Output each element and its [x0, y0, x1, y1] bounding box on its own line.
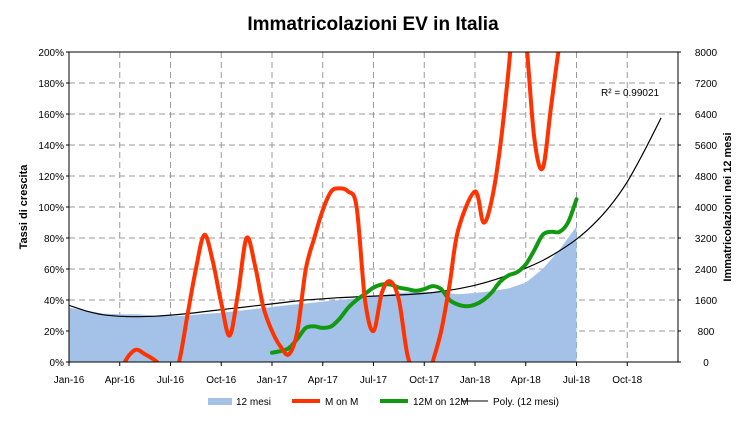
line-series-12m-on-12m	[270, 197, 579, 355]
x-tick-label: Oct-17	[409, 375, 439, 386]
legend: 12 mesi M on M 12M on 12M Poly. (12 mesi…	[208, 397, 559, 408]
left-tick-label: 20%	[44, 327, 64, 338]
right-tick-label: 1600	[695, 296, 718, 307]
chart-title: Immatricolazioni EV in Italia	[247, 14, 499, 35]
area-12-mesi	[69, 226, 577, 362]
x-tick-label: Jan-16	[54, 375, 85, 386]
x-tick-label: Oct-18	[612, 375, 642, 386]
x-tick-label: Oct-16	[206, 375, 236, 386]
right-axis-title: Immatricolazioni nei 12 mesi	[722, 132, 734, 281]
x-tick-label: Apr-18	[511, 375, 541, 386]
x-tick-label: Jul-16	[157, 375, 185, 386]
left-tick-label: 180%	[38, 79, 64, 90]
legend-label-poly: Poly. (12 mesi)	[493, 397, 559, 408]
right-tick-label: 3200	[695, 234, 718, 245]
legend-label-m-on-m: M on M	[325, 397, 358, 408]
right-tick-label: 800	[698, 327, 715, 338]
x-tick-label: Jan-18	[460, 375, 491, 386]
left-tick-label: 40%	[44, 296, 64, 307]
right-tick-label: 6400	[695, 110, 718, 121]
x-tick-label: Jul-18	[563, 375, 591, 386]
left-tick-label: 80%	[44, 234, 64, 245]
right-tick-label: 4000	[695, 203, 718, 214]
x-tick-label: Jan-17	[257, 375, 288, 386]
right-tick-label: 2400	[695, 265, 718, 276]
line-m-on-m	[122, 52, 561, 362]
x-tick-label: Apr-17	[308, 375, 338, 386]
right-tick-label: 5600	[695, 141, 718, 152]
right-tick-label: 8000	[695, 48, 718, 59]
right-tick-label: 4800	[695, 172, 718, 183]
left-tick-label: 100%	[38, 203, 64, 214]
r-squared-annotation: R² = 0.99021	[601, 88, 660, 99]
left-axis-title: Tassi di crescita	[18, 164, 30, 250]
x-tick-label: Apr-16	[105, 375, 135, 386]
left-tick-label: 120%	[38, 172, 64, 183]
left-tick-label: 140%	[38, 141, 64, 152]
left-axis-ticks: 0% 20% 40% 60% 80% 100% 120% 140% 160% 180% 200%	[38, 48, 69, 369]
x-axis-ticks: Jan-16 Apr-16 Jul-16 Oct-16 Jan-17 Apr-17 Jul-…	[54, 362, 643, 386]
legend-swatch-12-mesi	[208, 398, 232, 405]
left-tick-label: 0%	[50, 358, 65, 369]
left-tick-label: 160%	[38, 110, 64, 121]
legend-label-12m-on-12m: 12M on 12M	[413, 397, 469, 408]
line-series-m-on-m	[122, 52, 561, 362]
right-tick-label: 0	[703, 358, 709, 369]
x-tick-label: Jul-17	[360, 375, 388, 386]
area-series-12-mesi	[69, 226, 577, 362]
grid-lines	[69, 52, 678, 362]
right-axis-ticks: 0 800 1600 2400 3200 4000 4800 5600 6400 7200 8000	[678, 48, 718, 369]
right-tick-label: 7200	[695, 79, 718, 90]
left-tick-label: 200%	[38, 48, 64, 59]
line-12m-on-12m	[270, 197, 579, 355]
legend-label-12-mesi: 12 mesi	[236, 397, 271, 408]
left-tick-label: 60%	[44, 265, 64, 276]
